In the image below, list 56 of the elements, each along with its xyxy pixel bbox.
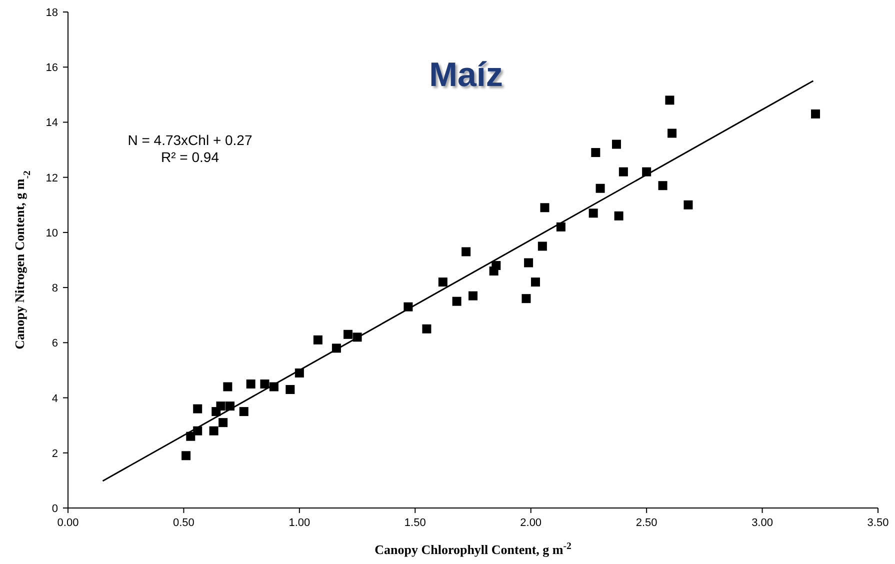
point bbox=[468, 291, 478, 300]
y-tick-label: 4 bbox=[52, 392, 58, 405]
text: Maíz bbox=[429, 56, 503, 94]
point bbox=[668, 128, 677, 138]
point bbox=[422, 324, 432, 334]
x-tick-label: 1.00 bbox=[288, 517, 310, 529]
y-tick-label: 8 bbox=[52, 282, 58, 295]
point bbox=[530, 278, 540, 287]
point bbox=[239, 407, 248, 416]
point bbox=[452, 296, 462, 306]
point bbox=[665, 96, 674, 105]
x-tick-label: 2.00 bbox=[520, 517, 542, 529]
y-tick-label: 2 bbox=[52, 448, 58, 460]
point bbox=[614, 211, 624, 220]
point bbox=[216, 402, 226, 411]
y-tick-label: 14 bbox=[46, 117, 58, 130]
point bbox=[591, 148, 600, 158]
point bbox=[438, 278, 448, 287]
point bbox=[540, 203, 550, 212]
point bbox=[522, 294, 531, 304]
point bbox=[596, 184, 605, 193]
x-tick-label: 0.50 bbox=[173, 517, 194, 529]
point bbox=[344, 330, 353, 339]
point bbox=[246, 380, 256, 388]
y-tick-label: 12 bbox=[46, 172, 58, 184]
point bbox=[218, 418, 228, 428]
point bbox=[538, 242, 547, 251]
y-tick-label: 18 bbox=[46, 7, 58, 19]
x-axis-title: Canopy Chlorophyll Content, g m$^{-2}$ bbox=[374, 540, 572, 557]
point bbox=[313, 335, 322, 344]
point bbox=[492, 261, 501, 270]
point bbox=[286, 385, 295, 394]
point bbox=[658, 181, 668, 190]
y-tick-label: 0 bbox=[52, 503, 58, 515]
point bbox=[182, 451, 191, 460]
x-tick-label: 1.50 bbox=[404, 517, 426, 529]
y-tick-label: 16 bbox=[46, 62, 58, 74]
annotation: R² = 0.94 bbox=[161, 149, 220, 165]
y-tick-label: 6 bbox=[52, 338, 58, 350]
point bbox=[209, 426, 218, 436]
point bbox=[524, 258, 534, 268]
x-tick-label: 3.50 bbox=[867, 517, 889, 529]
annotation: N = 4.73xChl + 0.27 bbox=[128, 132, 252, 148]
point bbox=[588, 208, 598, 218]
point bbox=[462, 247, 471, 256]
x-tick-label: 0.00 bbox=[57, 517, 79, 529]
point bbox=[811, 109, 820, 118]
y-tick-label: 10 bbox=[46, 227, 58, 240]
x-tick-label: 2.50 bbox=[636, 517, 658, 529]
point bbox=[684, 200, 693, 210]
point bbox=[193, 404, 202, 414]
point bbox=[260, 380, 270, 388]
point bbox=[618, 167, 628, 176]
point bbox=[223, 382, 232, 392]
point bbox=[612, 140, 621, 149]
x-tick-label: 3.00 bbox=[752, 517, 773, 529]
